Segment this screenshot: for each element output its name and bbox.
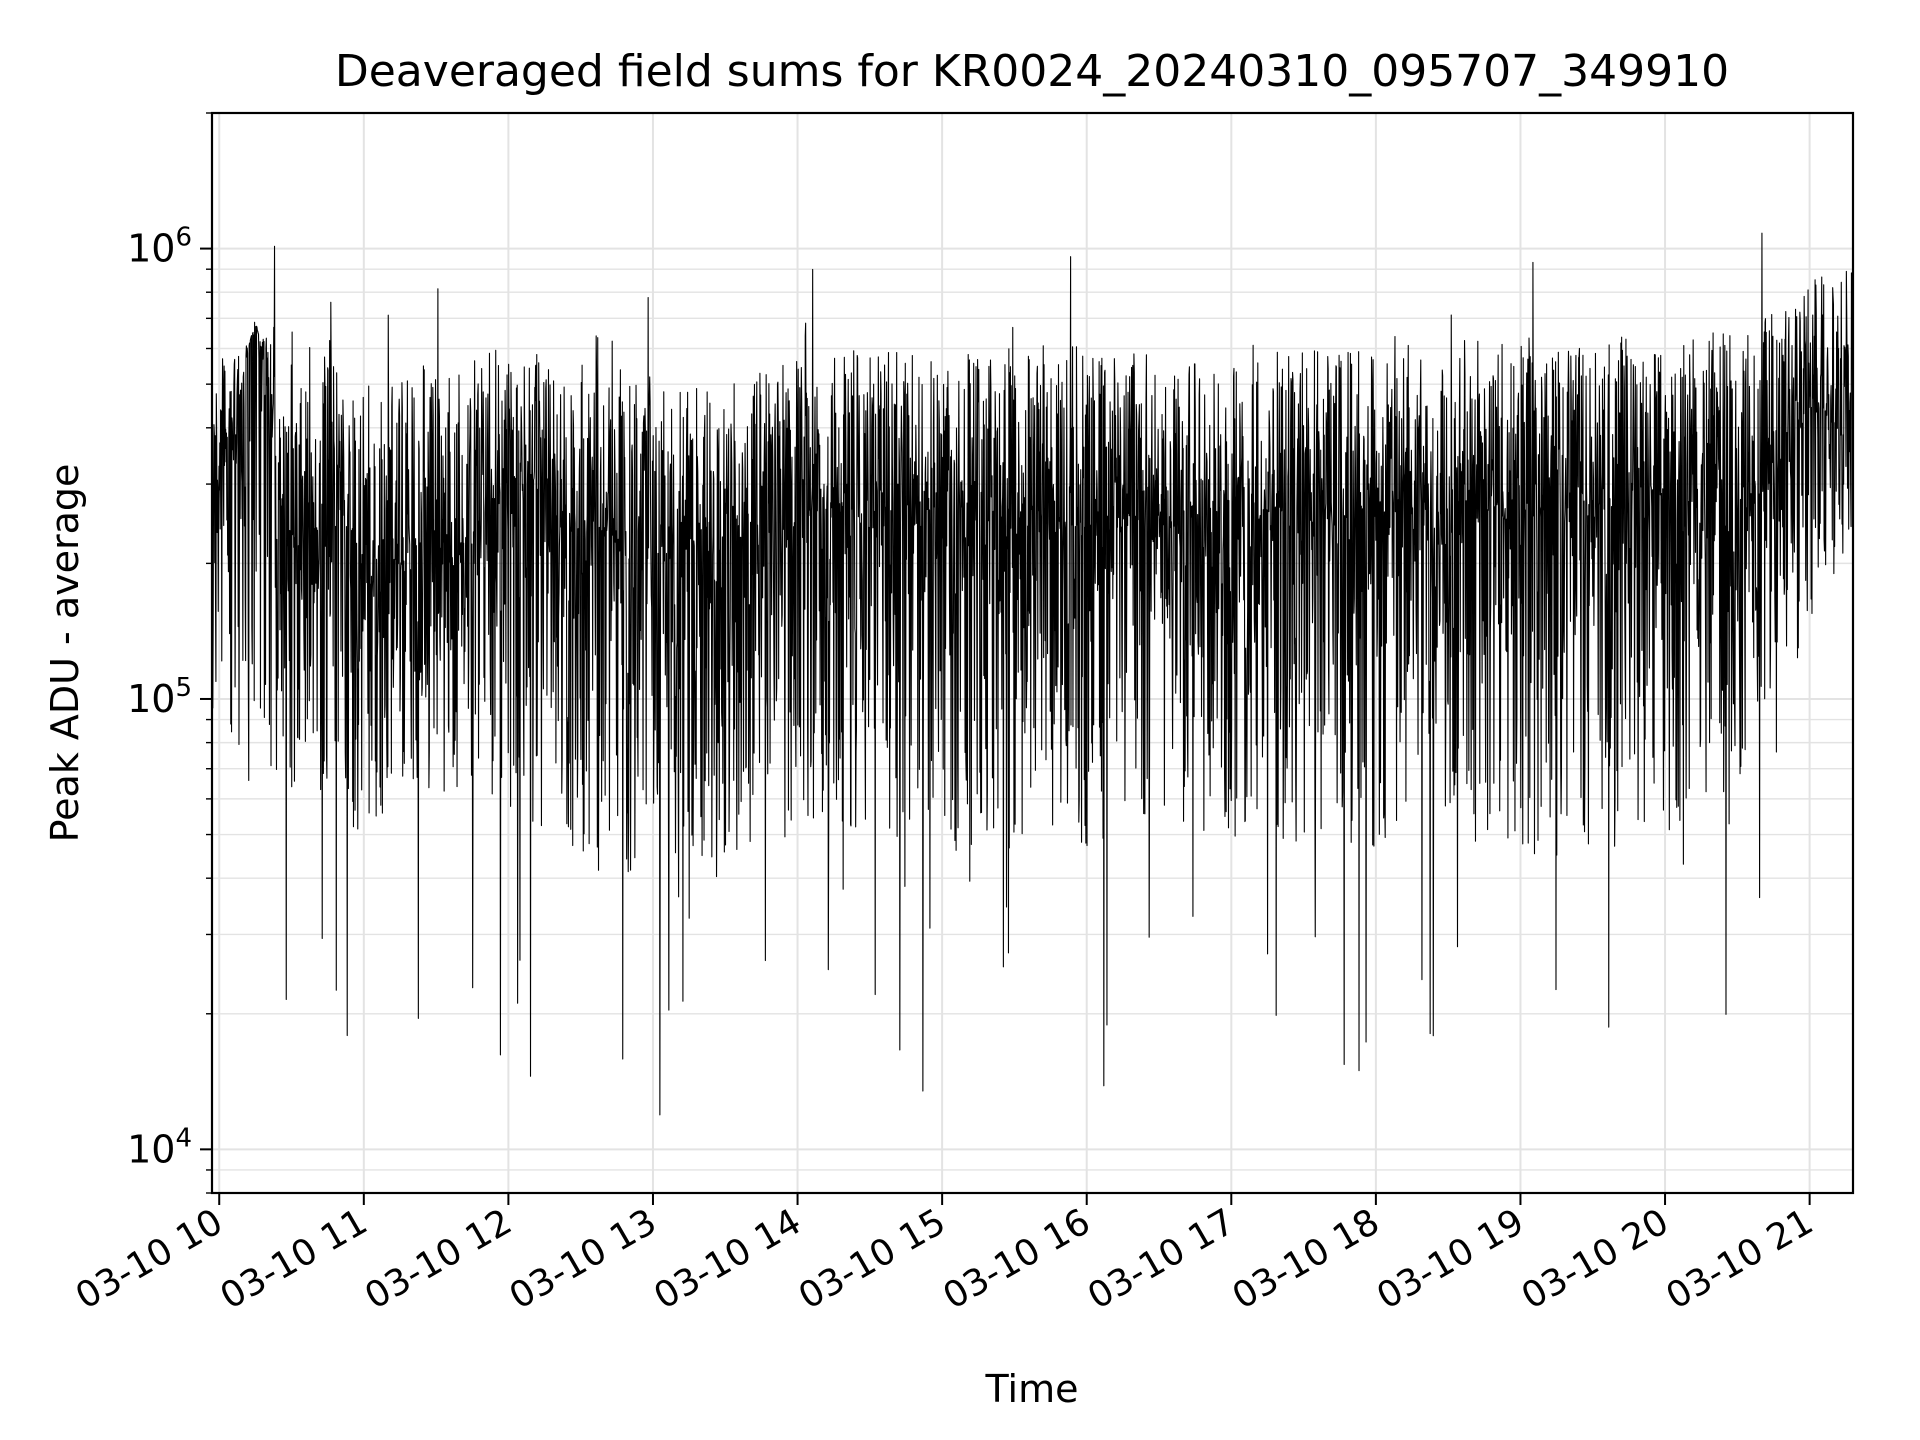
plot-area-frame: [210, 111, 1855, 1195]
y-axis: 104 105 106: [127, 112, 212, 1194]
y-tick-label: 104: [127, 1123, 192, 1171]
y-axis-label: Peak ADU - average: [43, 464, 87, 843]
y-tick-label: 106: [127, 223, 192, 271]
series-layer: [211, 232, 1854, 1116]
x-axis-label: Time: [985, 1367, 1079, 1411]
series-line: [211, 232, 1854, 1116]
chart-title: Deaveraged field sums for KR0024_2024031…: [335, 46, 1729, 97]
y-tick-label: 105: [127, 673, 192, 721]
